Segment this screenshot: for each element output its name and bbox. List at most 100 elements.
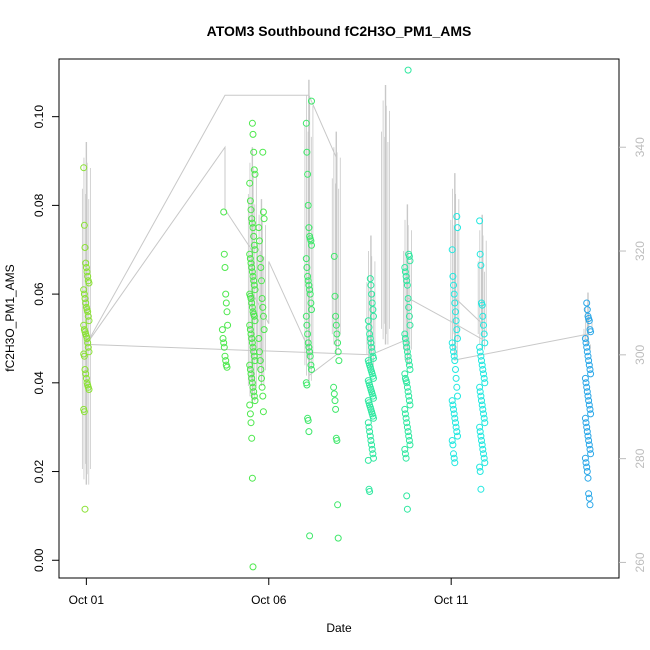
data-point <box>256 357 264 365</box>
data-point <box>256 237 263 245</box>
data-point <box>587 410 595 418</box>
data-point <box>404 295 412 302</box>
data-point <box>220 339 228 347</box>
data-point <box>304 339 312 347</box>
data-point <box>258 383 266 391</box>
data-point <box>478 437 485 444</box>
data-point <box>305 428 313 436</box>
data-point <box>403 379 411 387</box>
data-point <box>581 335 589 342</box>
data-point <box>406 401 414 409</box>
data-point <box>369 306 377 314</box>
data-point <box>80 164 88 172</box>
data-point <box>405 437 413 444</box>
data-point <box>303 148 311 156</box>
data-point <box>306 286 314 294</box>
data-point <box>251 286 259 294</box>
data-point <box>82 370 90 378</box>
data-point <box>477 352 485 360</box>
data-point <box>478 361 486 369</box>
data-point <box>304 272 312 280</box>
data-point <box>476 423 484 431</box>
data-point <box>581 374 589 382</box>
data-point <box>480 330 488 338</box>
y-tick-label: 0.02 <box>32 460 46 484</box>
data-point <box>85 279 93 287</box>
y-tick-label: 0.08 <box>32 193 46 217</box>
data-point <box>251 357 259 365</box>
data-point <box>246 250 254 258</box>
data-point <box>84 343 92 351</box>
data-point <box>451 459 459 467</box>
data-point <box>222 357 230 365</box>
data-point <box>401 450 409 458</box>
data-point <box>479 366 487 373</box>
data-point <box>255 335 263 342</box>
data-point <box>334 348 342 356</box>
data-point <box>479 445 487 453</box>
data-point <box>248 264 256 271</box>
data-point <box>403 505 411 513</box>
data-point <box>478 301 486 309</box>
data-point <box>476 428 484 436</box>
y2-tick-label: 300 <box>633 344 647 364</box>
data-point <box>583 463 591 471</box>
data-point <box>250 241 258 249</box>
data-point <box>478 397 485 405</box>
data-point <box>367 339 375 347</box>
data-point <box>584 432 592 440</box>
data-point <box>452 419 459 427</box>
data-point <box>248 379 256 387</box>
data-point <box>250 166 258 174</box>
data-point <box>334 339 342 347</box>
data-point <box>406 321 414 329</box>
data-point <box>406 257 414 265</box>
data-point <box>583 468 591 475</box>
data-point <box>480 414 488 422</box>
data-point <box>259 408 267 416</box>
data-point <box>585 361 593 369</box>
data-point <box>82 299 90 307</box>
data-point <box>333 437 341 444</box>
x-tick-label: Oct 06 <box>251 593 287 607</box>
data-point <box>448 339 456 347</box>
data-point <box>308 366 315 373</box>
data-point <box>251 317 259 325</box>
data-point <box>220 343 228 351</box>
data-point <box>583 423 591 431</box>
data-point <box>250 277 258 285</box>
data-point <box>477 392 485 400</box>
data-point <box>249 383 257 391</box>
data-point <box>248 434 256 442</box>
data-point <box>80 321 88 329</box>
data-point <box>450 352 458 360</box>
data-point <box>448 246 456 254</box>
data-point <box>81 505 89 513</box>
data-point <box>221 264 229 271</box>
data-point <box>247 419 255 427</box>
data-point <box>330 252 338 260</box>
data-point <box>248 374 256 382</box>
data-point <box>366 488 374 495</box>
data-point <box>247 206 255 214</box>
data-point <box>223 308 231 316</box>
data-point <box>405 397 413 405</box>
data-point <box>586 366 594 373</box>
data-point <box>219 335 227 342</box>
data-point <box>404 352 412 360</box>
data-point <box>480 450 487 458</box>
data-point <box>585 401 593 409</box>
y-tick-label: 0.06 <box>32 282 46 306</box>
data-point <box>402 454 410 462</box>
data-point <box>80 286 88 294</box>
data-point <box>480 321 487 329</box>
data-point <box>251 170 259 178</box>
data-point <box>403 383 411 391</box>
data-point <box>218 326 226 334</box>
data-point <box>405 361 413 369</box>
data-point <box>304 330 312 338</box>
data-point <box>583 383 591 391</box>
data-point <box>585 441 593 449</box>
data-point <box>260 215 268 223</box>
y2-tick-label: 260 <box>633 552 647 572</box>
